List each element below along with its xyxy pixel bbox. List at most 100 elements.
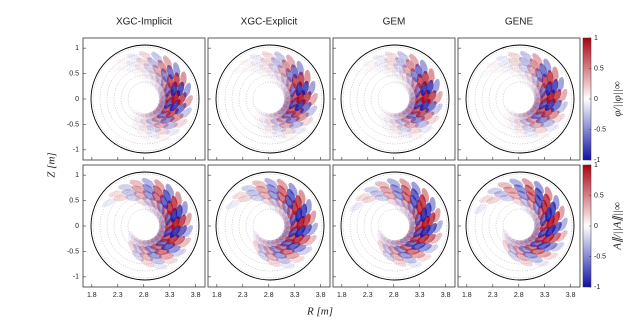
flux-surface bbox=[495, 201, 545, 251]
field-blob bbox=[264, 112, 279, 122]
field-blob bbox=[416, 233, 430, 244]
field-blob bbox=[297, 234, 311, 246]
field-blob bbox=[404, 248, 420, 255]
field-blob bbox=[395, 118, 411, 126]
field-blob bbox=[518, 63, 531, 74]
field-blob bbox=[171, 248, 187, 257]
flux-surface bbox=[224, 180, 316, 272]
flux-surface bbox=[113, 194, 177, 258]
field-blob bbox=[518, 196, 531, 208]
field-blob bbox=[545, 224, 556, 237]
field-blob bbox=[283, 84, 290, 99]
field-blob bbox=[524, 70, 535, 83]
field-blob bbox=[276, 191, 287, 204]
field-blob bbox=[548, 232, 561, 244]
field-blob bbox=[383, 117, 396, 129]
field-blob bbox=[408, 89, 418, 104]
x-tick-label: 2.8 bbox=[514, 292, 524, 299]
field-blob bbox=[396, 124, 412, 132]
flux-surface bbox=[377, 208, 413, 244]
flux-surface bbox=[120, 201, 170, 251]
field-blob bbox=[284, 232, 299, 243]
colorbar-tick-label: 0 bbox=[594, 223, 598, 230]
field-blob bbox=[389, 252, 404, 262]
wall bbox=[90, 171, 200, 281]
field-blob bbox=[146, 124, 161, 133]
field-blob bbox=[421, 111, 435, 122]
field-blob bbox=[504, 233, 513, 248]
field-blob bbox=[277, 105, 292, 115]
field-blob bbox=[290, 255, 305, 263]
field-blob bbox=[273, 203, 284, 217]
field bbox=[215, 171, 325, 281]
field-blob bbox=[406, 80, 413, 96]
field-blob bbox=[282, 200, 290, 215]
field-blob bbox=[377, 229, 385, 245]
field-blob bbox=[291, 127, 307, 135]
field-blob bbox=[374, 181, 390, 189]
field-blob bbox=[382, 250, 395, 262]
flux-surface bbox=[488, 194, 552, 258]
field-blob bbox=[410, 115, 426, 124]
field-blob bbox=[497, 182, 513, 189]
field-blob bbox=[152, 262, 168, 270]
field-blob bbox=[283, 213, 292, 229]
field-blob bbox=[400, 184, 412, 197]
field-blob bbox=[133, 243, 145, 256]
field-blob bbox=[534, 187, 544, 202]
field-blob bbox=[389, 184, 404, 194]
flux-surface bbox=[127, 208, 163, 244]
field-blob bbox=[407, 209, 415, 225]
panel bbox=[457, 37, 581, 161]
field-blob bbox=[150, 197, 161, 211]
field-blob bbox=[292, 244, 307, 253]
field-blob bbox=[157, 208, 164, 224]
flux-surface bbox=[231, 60, 309, 138]
field-blob bbox=[278, 205, 287, 221]
field-blob bbox=[541, 107, 555, 118]
field-blob bbox=[511, 238, 524, 250]
field-blob bbox=[237, 195, 253, 203]
field-blob bbox=[145, 118, 161, 126]
flux-surface bbox=[113, 67, 177, 131]
field-blob bbox=[534, 215, 542, 230]
field-blob bbox=[287, 204, 294, 220]
flux-surface bbox=[495, 74, 545, 124]
flux-surface bbox=[488, 67, 552, 131]
field-blob bbox=[173, 62, 181, 77]
field-blob bbox=[160, 68, 169, 83]
field-blob bbox=[274, 51, 286, 63]
field-blob bbox=[182, 225, 194, 238]
x-tick-label: 3.3 bbox=[290, 292, 300, 299]
field-blob bbox=[135, 197, 150, 206]
y-tick-label: -1 bbox=[73, 147, 79, 154]
field-blob bbox=[276, 185, 288, 198]
field-blob bbox=[558, 217, 568, 232]
field-blob bbox=[258, 191, 273, 200]
field-blob bbox=[498, 61, 514, 69]
field-blob bbox=[515, 252, 529, 262]
panel-title: XGC-Explicit bbox=[241, 17, 298, 28]
field-blob bbox=[257, 243, 270, 256]
field-blob bbox=[163, 189, 172, 204]
field-blob bbox=[121, 189, 137, 196]
field-blob bbox=[527, 256, 543, 263]
field-blob bbox=[415, 63, 423, 79]
field-blob bbox=[291, 200, 298, 216]
field-blob bbox=[262, 239, 276, 250]
field-blob bbox=[147, 57, 159, 69]
field-blob bbox=[391, 240, 406, 248]
field-blob bbox=[304, 69, 311, 85]
field-blob bbox=[134, 237, 146, 250]
field-blob bbox=[556, 230, 568, 242]
field-blob bbox=[414, 211, 422, 227]
field-blob bbox=[136, 111, 149, 123]
field-blob bbox=[261, 51, 276, 61]
field-blob bbox=[533, 90, 543, 105]
field-blob bbox=[414, 120, 430, 129]
panel bbox=[82, 37, 206, 161]
field-blob bbox=[118, 184, 134, 191]
field-blob bbox=[268, 202, 280, 214]
field-blob bbox=[296, 216, 305, 230]
field-blob bbox=[518, 258, 533, 267]
